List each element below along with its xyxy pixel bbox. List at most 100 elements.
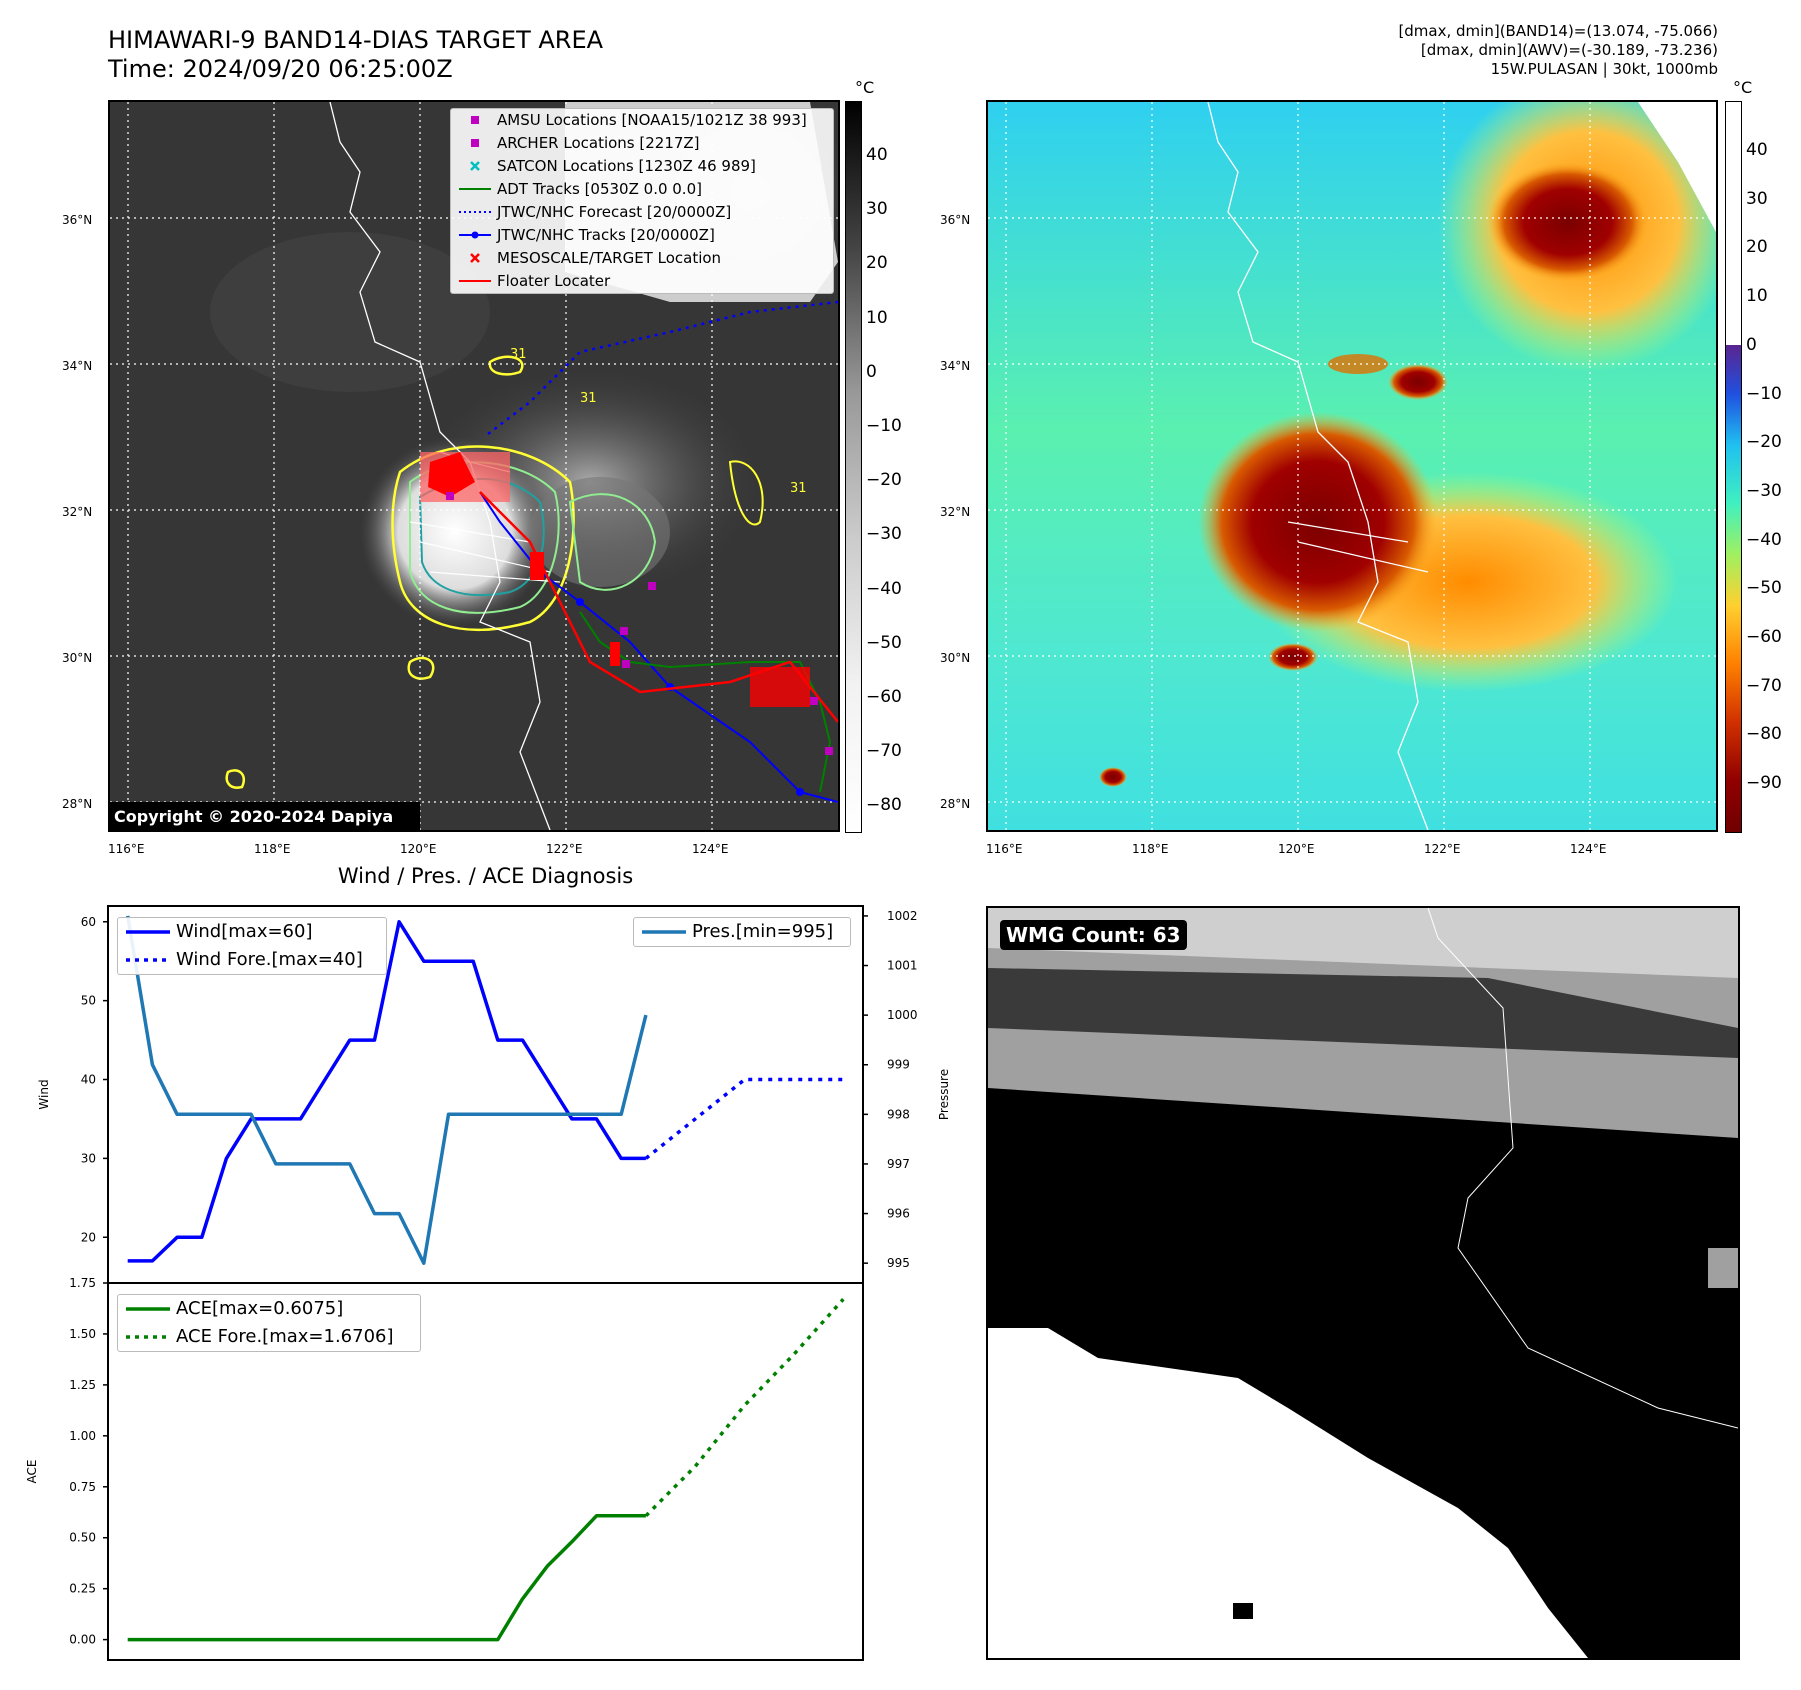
colorbar-tick-label: −10	[866, 416, 902, 436]
info-line-1: [dmax, dmin](BAND14)=(13.074, -75.066)	[1398, 22, 1718, 40]
contour-small-1	[488, 355, 524, 376]
lat-label-30-b: 30°N	[940, 651, 971, 665]
ace-forecast-line	[644, 1298, 845, 1518]
lon-label-124-b: 124°E	[1570, 842, 1607, 856]
colorbar-tick-label: 20	[866, 253, 888, 274]
square-marker-icon	[471, 116, 479, 124]
pressure-y-tick-label: 1000	[887, 1008, 918, 1022]
contour-green-2	[568, 493, 657, 591]
lat-label-28-b: 28°N	[940, 797, 971, 811]
wmg-svg	[988, 908, 1738, 1658]
contour-label-31b: 31	[790, 481, 807, 496]
map-legend-item: Floater Locater	[451, 270, 833, 293]
x-marker-icon	[470, 161, 480, 171]
wmg-dark-band	[988, 968, 1738, 1058]
lon-label-116-b: 116°E	[986, 842, 1023, 856]
wind-legend: Wind[max=60] Wind Fore.[max=40]	[117, 917, 387, 975]
square-marker-icon	[471, 139, 479, 147]
wind-fore-legend-item: Wind Fore.[max=40]	[118, 946, 386, 974]
color-map-gridlines	[988, 102, 1716, 830]
ace-y-tick-label: 1.00	[69, 1429, 96, 1443]
dotted-line-icon	[126, 958, 170, 962]
color-colorbar	[1725, 101, 1742, 833]
map-legend-item: SATCON Locations [1230Z 46 989]	[451, 155, 833, 178]
wmg-panel: WMG Count: 63	[986, 906, 1740, 1660]
map-legend-label: AMSU Locations [NOAA15/1021Z 38 993]	[497, 111, 807, 129]
colorbar-tick-label: −40	[866, 578, 902, 599]
pressure-y-tick-label: 995	[887, 1256, 910, 1270]
pressure-line	[125, 915, 648, 1265]
pressure-y-tick-label: 998	[887, 1107, 910, 1121]
wmg-count-label: WMG Count: 63	[1000, 920, 1187, 950]
pressure-y-tick-label: 1002	[887, 909, 918, 923]
title-line-2: Time: 2024/09/20 06:25:00Z	[108, 55, 453, 83]
color-map-svg	[988, 102, 1716, 830]
lat-label-34: 34°N	[62, 359, 93, 373]
lon-label-116: 116°E	[108, 842, 145, 856]
ace-y-tick-label: 1.25	[69, 1378, 96, 1392]
solid-line-icon	[126, 1307, 170, 1311]
colorbar-tick-label: −80	[866, 795, 902, 816]
map-legend-item: JTWC/NHC Forecast [20/0000Z]	[451, 201, 833, 224]
color-colorbar-unit: °C	[1733, 78, 1753, 97]
wind-legend-item: Wind[max=60]	[118, 918, 386, 946]
pressure-y-tick-label: 996	[887, 1207, 910, 1221]
contour-label-31c: 31	[580, 391, 597, 406]
ace-legend: ACE[max=0.6075] ACE Fore.[max=1.6706]	[117, 1294, 421, 1352]
ace-fore-legend-item: ACE Fore.[max=1.6706]	[118, 1323, 420, 1351]
solid-line-icon	[459, 280, 491, 282]
ace-y-tick-label: 1.75	[69, 1276, 96, 1290]
copyright-bg	[110, 802, 420, 830]
pressure-legend-item: Pres.[min=995]	[634, 918, 850, 946]
lat-label-36: 36°N	[62, 213, 93, 227]
color-map-panel	[986, 100, 1718, 832]
colorbar-tick-label: 40	[866, 145, 888, 165]
lon-label-120-b: 120°E	[1278, 842, 1315, 856]
wind-y-tick-label: 30	[81, 1151, 96, 1165]
line-dot-icon	[459, 231, 491, 239]
jtwc-forecast-track	[487, 300, 838, 435]
river-lines-color	[1287, 521, 1429, 573]
contour-small-3	[225, 769, 245, 789]
map-legend-item: MESOSCALE/TARGET Location	[451, 247, 833, 270]
jtwc-best-track	[479, 491, 838, 803]
wind-y-tick-label: 50	[81, 994, 96, 1008]
colorbar-tick-label: 10	[866, 307, 888, 328]
map-legend-label: SATCON Locations [1230Z 46 989]	[497, 157, 756, 175]
colorbar-tick-label: −40	[1746, 529, 1782, 550]
gray-colorbar-unit: °C	[855, 78, 875, 97]
map-legend-label: JTWC/NHC Tracks [20/0000Z]	[497, 226, 715, 244]
colorbar-tick-label: 0	[866, 361, 877, 382]
map-legend-label: ADT Tracks [0530Z 0.0 0.0]	[497, 180, 702, 198]
colorbar-tick-label: −50	[1746, 578, 1782, 599]
colorbar-tick-label: −80	[1746, 724, 1782, 745]
diagnosis-chart: 60 50 40 30 20 1002 1001 1000 999 998 997 996 995 1.7…	[25, 905, 950, 1661]
lon-label-118-b: 118°E	[1132, 842, 1169, 856]
lon-label-124: 124°E	[692, 842, 729, 856]
title-line-1: HIMAWARI-9 BAND14-DIAS TARGET AREA	[108, 26, 604, 54]
ace-fore-legend-label: ACE Fore.[max=1.6706]	[176, 1326, 394, 1347]
lat-label-32: 32°N	[62, 505, 93, 519]
pressure-y-tick-label: 999	[887, 1058, 910, 1072]
colorbar-tick-label: −20	[866, 470, 902, 491]
wind-y-tick-label: 20	[81, 1230, 96, 1244]
map-legend-label: ARCHER Locations [2217Z]	[497, 134, 700, 152]
colorbar-tick-label: −30	[1746, 480, 1782, 501]
main-title: HIMAWARI-9 BAND14-DIAS TARGET AREA Time:…	[108, 26, 603, 84]
pressure-y-tick-label: 997	[887, 1157, 910, 1171]
ace-y-tick-label: 0.25	[69, 1582, 96, 1596]
wind-y-tick-label: 40	[81, 1073, 96, 1087]
lon-label-122: 122°E	[546, 842, 583, 856]
contour-label-31a: 31	[510, 347, 527, 362]
contour-yellow	[391, 445, 575, 631]
solid-line-icon	[642, 930, 686, 934]
ace-y-tick-label: 0.50	[69, 1531, 96, 1545]
ace-legend-item: ACE[max=0.6075]	[118, 1295, 420, 1323]
ace-axis-label: ACE	[25, 1460, 39, 1484]
hot-core	[1198, 412, 1438, 632]
map-legend-label: JTWC/NHC Forecast [20/0000Z]	[497, 203, 732, 221]
info-line-2: [dmax, dmin](AWV)=(-30.189, -73.236)	[1420, 41, 1718, 59]
diagnosis-title: Wind / Pres. / ACE Diagnosis	[337, 864, 634, 888]
target-locations	[428, 452, 810, 707]
pressure-y-tick-label: 1001	[887, 959, 918, 973]
